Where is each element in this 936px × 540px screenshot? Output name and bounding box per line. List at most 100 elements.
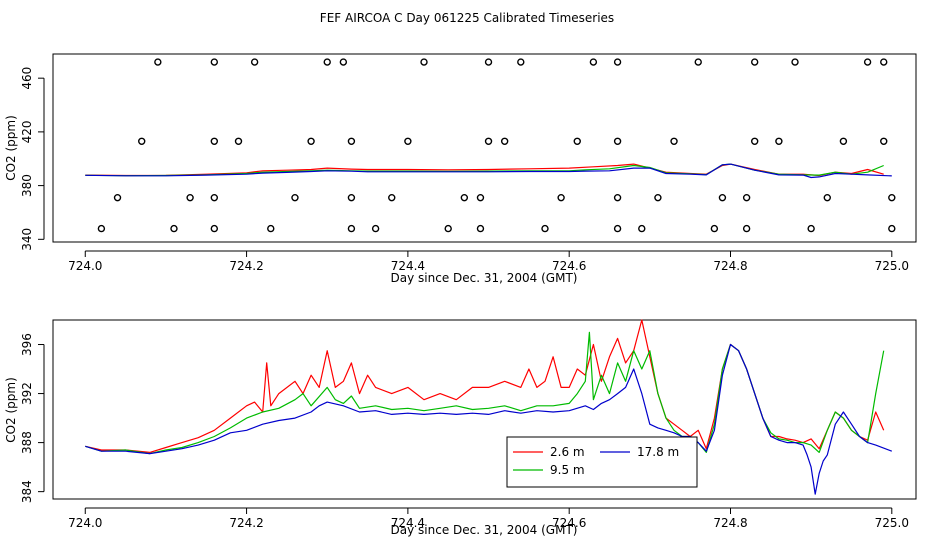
scatter-y-tick-label: 420 <box>20 120 34 143</box>
line-series-17-8-m <box>85 343 893 495</box>
scatter-x-tick-label: 724.8 <box>713 259 747 273</box>
data-point-marker <box>267 224 275 233</box>
scatter-x-tick-label: 724.2 <box>229 259 263 273</box>
data-point-marker <box>404 137 412 145</box>
data-point-marker <box>718 193 727 202</box>
data-point-marker <box>589 58 598 66</box>
line-panel: 724.0 724.2 724.4 724.6 724.8 725.0 384 388 392… <box>4 319 917 537</box>
data-point-marker <box>307 137 315 145</box>
data-point-marker <box>347 193 356 202</box>
scatter-y-tick-label: 340 <box>20 228 34 251</box>
data-point-marker <box>750 137 759 145</box>
data-point-marker <box>807 224 815 233</box>
line-plot-frame <box>52 319 917 500</box>
data-point-marker <box>823 193 831 202</box>
data-point-marker <box>476 224 485 233</box>
data-point-marker <box>234 137 243 145</box>
line-x-tick-label: 724.2 <box>229 516 263 530</box>
data-point-marker <box>210 58 219 66</box>
data-point-marker <box>170 224 178 233</box>
data-point-marker <box>880 137 888 145</box>
data-point-marker <box>250 58 259 66</box>
scatter-panel: 724.0 724.2 724.4 724.6 724.8 725.0 340 380 420… <box>4 53 917 285</box>
line-x-tick-label: 724.4 <box>391 516 425 530</box>
line-x-axis-label: Day since Dec. 31, 2004 (GMT) <box>391 523 578 537</box>
data-point-marker <box>371 224 380 233</box>
scatter-y-tick-label: 380 <box>20 174 34 197</box>
data-point-marker <box>500 137 509 145</box>
data-point-marker <box>186 193 194 202</box>
data-point-marker <box>839 137 848 145</box>
scatter-y-axis-label: CO2 (ppm) <box>4 115 18 181</box>
scatter-plot-frame <box>52 53 917 243</box>
legend: 2.6 m 9.5 m 17.8 m <box>506 436 698 488</box>
data-point-marker <box>863 58 872 66</box>
data-point-marker <box>210 193 219 202</box>
scatter-series-2-6-m <box>85 163 884 177</box>
data-point-marker <box>694 58 702 66</box>
data-point-marker <box>880 58 888 66</box>
data-point-marker <box>210 137 219 145</box>
scatter-x-tick-label: 724.6 <box>552 259 586 273</box>
data-point-marker <box>750 58 759 66</box>
line-series-2-6-m <box>85 319 885 453</box>
data-point-marker <box>484 137 493 145</box>
data-point-marker <box>291 193 299 202</box>
line-x-tick-label: 725.0 <box>875 516 909 530</box>
data-point-marker <box>613 193 622 202</box>
data-point-marker <box>742 193 751 202</box>
line-x-tick-label: 724.8 <box>713 516 747 530</box>
scatter-x-axis-label: Day since Dec. 31, 2004 (GMT) <box>391 271 578 285</box>
data-point-marker <box>138 137 146 145</box>
data-point-marker <box>154 58 162 66</box>
scatter-x-tick-label: 724.0 <box>68 259 102 273</box>
data-point-marker <box>573 137 581 145</box>
scatter-series-17-8-m <box>85 163 892 179</box>
data-point-marker <box>888 193 896 202</box>
data-point-marker <box>339 58 348 66</box>
data-point-marker <box>97 224 106 233</box>
data-point-marker <box>638 224 646 233</box>
legend-label-17-8m: 17.8 m <box>637 445 679 459</box>
data-point-marker <box>347 137 356 145</box>
data-point-marker <box>210 224 219 233</box>
legend-box <box>506 436 698 488</box>
scatter-x-tick-label: 725.0 <box>875 259 909 273</box>
data-point-marker <box>613 58 622 66</box>
data-point-marker <box>613 224 622 233</box>
data-point-marker <box>517 58 525 66</box>
data-point-marker <box>670 137 678 145</box>
line-x-tick-label: 724.6 <box>552 516 586 530</box>
scatter-y-tick-label: 460 <box>20 67 34 90</box>
data-point-marker <box>775 137 783 145</box>
data-point-marker <box>791 58 799 66</box>
data-point-marker <box>613 137 622 145</box>
line-y-axis-label: CO2 (ppm) <box>4 377 18 443</box>
data-point-marker <box>420 58 428 66</box>
data-point-marker <box>323 58 331 66</box>
legend-label-2-6m: 2.6 m <box>550 445 585 459</box>
line-y-tick-label: 392 <box>20 382 34 405</box>
data-point-marker <box>710 224 719 233</box>
line-x-tick-label: 724.0 <box>68 516 102 530</box>
data-point-marker <box>541 224 549 233</box>
data-point-marker <box>476 193 485 202</box>
data-point-marker <box>654 193 662 202</box>
scatter-x-tick-label: 724.4 <box>391 259 425 273</box>
data-point-marker <box>347 224 356 233</box>
line-y-tick-label: 396 <box>20 333 34 356</box>
data-point-marker <box>388 193 396 202</box>
data-point-marker <box>484 58 493 66</box>
line-y-tick-label: 384 <box>20 480 34 503</box>
line-y-tick-label: 388 <box>20 431 34 454</box>
data-point-marker <box>557 193 565 202</box>
data-point-marker <box>742 224 751 233</box>
line-series-9-5-m <box>85 331 885 455</box>
legend-label-9-5m: 9.5 m <box>550 463 585 477</box>
figure-title: FEF AIRCOA C Day 061225 Calibrated Times… <box>320 11 614 25</box>
data-point-marker <box>444 224 452 233</box>
data-point-marker <box>888 224 896 233</box>
data-point-marker <box>113 193 122 202</box>
data-point-marker <box>460 193 469 202</box>
